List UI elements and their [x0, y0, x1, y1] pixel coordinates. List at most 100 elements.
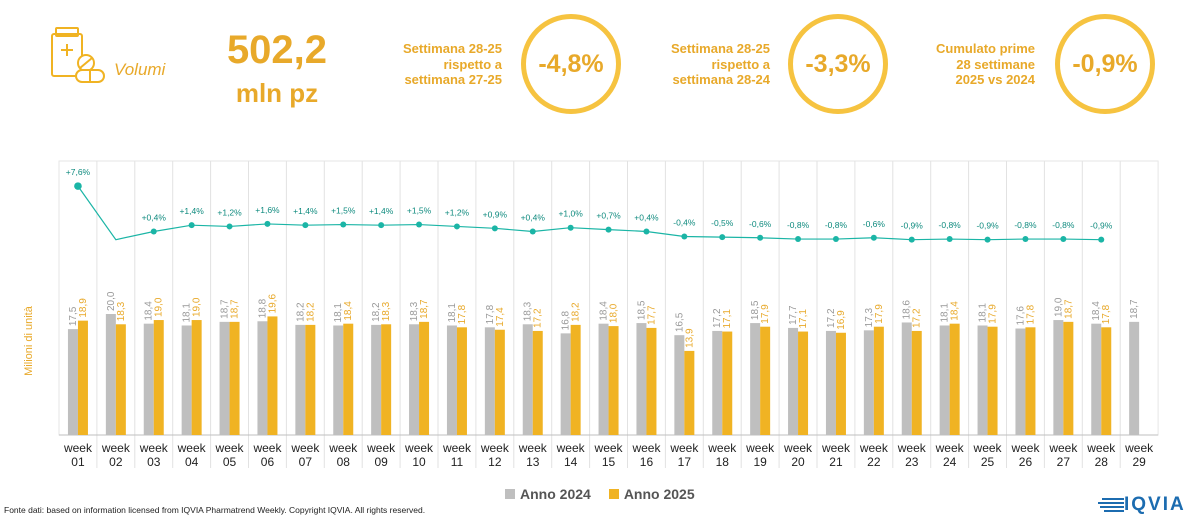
bar-2024 — [598, 323, 609, 435]
bar-2024 — [1129, 321, 1140, 435]
legend-label-2025: Anno 2025 — [623, 486, 695, 502]
cumulative-change-point — [795, 236, 802, 243]
cumulative-change-point — [378, 222, 385, 229]
data-label-2024: 18,1 — [182, 303, 193, 323]
x-tick-label: 24 — [943, 455, 957, 469]
data-label-2025: 17,2 — [912, 308, 923, 328]
x-tick-label: 18 — [716, 455, 730, 469]
data-label-2024: 18,2 — [295, 302, 306, 322]
comparison-3-circle: -0,9% — [1055, 14, 1155, 114]
bar-2024 — [1053, 320, 1064, 435]
data-label-2024: 17,2 — [712, 308, 723, 328]
bar-2025 — [343, 323, 354, 435]
bar-2025 — [873, 326, 884, 435]
cumulative-change-label: +0,4% — [634, 212, 659, 222]
data-label-2024: 18,6 — [902, 300, 913, 320]
x-tick-label-prefix: week — [707, 441, 737, 455]
data-label-2024: 18,2 — [371, 302, 382, 322]
bar-2024 — [484, 327, 495, 435]
cumulative-change-line — [77, 185, 1102, 241]
data-label-2025: 13,9 — [684, 328, 695, 348]
cumulative-change-label: +1,5% — [331, 206, 356, 216]
data-label-2025: 18,2 — [571, 302, 582, 322]
cumulative-change-label: +0,4% — [142, 212, 167, 222]
cumulative-change-label: -0,8% — [1052, 220, 1075, 230]
x-tick-label-prefix: week — [594, 441, 624, 455]
cumulative-change-label: -0,9% — [901, 221, 924, 231]
pharmacy-pills-icon — [46, 26, 110, 86]
x-tick-label-prefix: week — [480, 441, 510, 455]
cumulative-change-label: -0,4% — [673, 218, 696, 228]
cumulative-change-point — [757, 234, 764, 241]
data-label-2024: 18,8 — [257, 298, 268, 318]
x-tick-label: 26 — [1019, 455, 1033, 469]
bar-2025 — [532, 330, 543, 435]
data-label-2024: 18,5 — [750, 300, 761, 320]
bar-2024 — [446, 325, 457, 435]
cumulative-change-point — [681, 233, 688, 240]
cumulative-change-label: +1,5% — [407, 206, 432, 216]
comparison-3-line-3: 2025 vs 2024 — [955, 72, 1035, 87]
data-label-2024: 18,1 — [447, 303, 458, 323]
data-label-2025: 17,1 — [798, 309, 809, 329]
cumulative-change-point — [416, 221, 423, 228]
x-tick-label-prefix: week — [556, 441, 586, 455]
bar-2025 — [1063, 321, 1074, 435]
data-label-2025: 17,9 — [874, 304, 885, 324]
cumulative-change-label: +0,9% — [483, 209, 508, 219]
comparison-1-line-2: rispetto a — [443, 56, 502, 72]
bar-2024 — [712, 330, 723, 435]
data-label-2025: 17,7 — [646, 305, 657, 325]
comparison-1-value: -4,8% — [538, 49, 604, 78]
bar-2025 — [798, 331, 809, 435]
bar-2024 — [788, 327, 799, 435]
x-tick-label-prefix: week — [139, 441, 169, 455]
data-label-2024: 16,8 — [561, 310, 572, 330]
x-tick-label: 23 — [905, 455, 919, 469]
bar-2024 — [371, 324, 382, 435]
comparison-3-line-1: Cumulato prime — [936, 41, 1035, 56]
bar-2024 — [750, 323, 761, 435]
bar-2024 — [143, 323, 154, 435]
cumulative-change-point — [908, 236, 915, 243]
x-tick-label-prefix: week — [366, 441, 396, 455]
x-tick-label: 14 — [564, 455, 578, 469]
x-tick-label-prefix: week — [745, 441, 775, 455]
bar-2024 — [105, 314, 116, 435]
cumulative-change-label: -0,8% — [825, 220, 848, 230]
cumulative-change-label: +1,6% — [255, 205, 280, 215]
data-label-2024: 18,1 — [978, 303, 989, 323]
x-tick-label-prefix: week — [1086, 441, 1116, 455]
data-label-2025: 18,7 — [230, 299, 241, 319]
bar-2025 — [381, 324, 392, 435]
cumulative-change-point — [491, 225, 498, 232]
cumulative-change-label: -0,8% — [939, 220, 962, 230]
data-label-2025: 17,9 — [988, 304, 999, 324]
x-tick-label-prefix: week — [328, 441, 358, 455]
x-tick-label-prefix: week — [935, 441, 965, 455]
cumulative-change-label: +7,6% — [66, 167, 91, 177]
iqvia-logo-stripes-icon — [1098, 498, 1124, 512]
bar-2025 — [646, 327, 657, 435]
x-tick-label: 20 — [791, 455, 805, 469]
data-label-2025: 17,2 — [533, 308, 544, 328]
bar-2024 — [181, 325, 192, 435]
cumulative-change-point — [529, 228, 536, 235]
x-tick-label: 01 — [71, 455, 85, 469]
x-tick-label: 28 — [1095, 455, 1109, 469]
cumulative-change-point — [984, 236, 991, 243]
x-tick-label-prefix: week — [518, 441, 548, 455]
bar-2025 — [77, 320, 88, 435]
bar-2025 — [494, 329, 505, 435]
bar-2024 — [1091, 323, 1102, 435]
data-label-2025: 18,4 — [950, 301, 961, 321]
bar-2024 — [67, 329, 78, 435]
x-tick-label: 19 — [753, 455, 767, 469]
source-note: Fonte dati: based on information license… — [4, 505, 426, 515]
x-tick-label-prefix: week — [1010, 441, 1040, 455]
cumulative-change-label: +0,7% — [596, 211, 621, 221]
cumulative-change-label: +1,2% — [445, 207, 470, 217]
bar-2025 — [949, 323, 960, 435]
data-label-2025: 19,0 — [154, 297, 165, 317]
data-label-2025: 17,4 — [495, 307, 506, 327]
